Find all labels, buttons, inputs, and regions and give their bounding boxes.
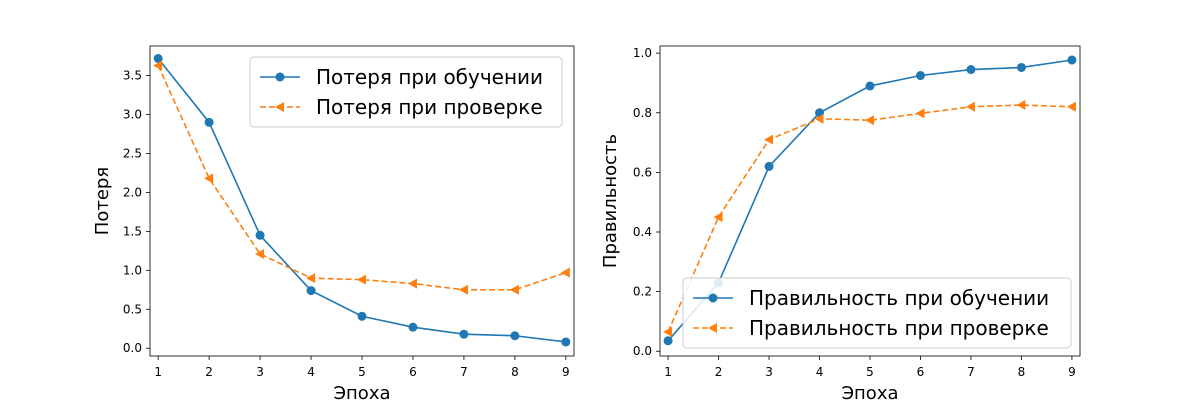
y-tick-label: 3.5: [123, 69, 142, 83]
series-1-point: [915, 108, 925, 119]
legend: Правильность при обучении Правильность пр…: [682, 277, 1072, 349]
series-0-point: [1016, 62, 1026, 72]
x-tick-label: 2: [205, 365, 213, 379]
series-0-point: [204, 117, 214, 127]
series-1-point: [204, 173, 214, 184]
y-tick-label: 0.0: [123, 341, 142, 355]
legend-marker-1: [275, 102, 284, 112]
series-0-point: [966, 65, 976, 75]
legend-label-0: Правильность при обучении: [749, 286, 1049, 310]
legend-label-1: Правильность при проверке: [749, 316, 1049, 340]
legend-marker-0: [708, 293, 718, 303]
x-tick-label: 2: [715, 365, 723, 379]
legend-box: [682, 277, 1072, 349]
series-1-point: [1016, 100, 1026, 111]
x-axis-label: Эпоха: [333, 383, 390, 400]
accuracy-chart: 1 2 3 4 5 6 7 8 9 0.0 0.2 0.4 0.6 0.8 1.0 Эпоха Правильн…: [600, 45, 1081, 400]
legend-marker-0: [275, 72, 285, 82]
y-tick-label: 0.8: [633, 106, 652, 120]
series-1-point: [1066, 101, 1076, 112]
series-0-point: [865, 81, 875, 91]
series-1-point: [663, 326, 673, 337]
x-tick-label: 5: [358, 365, 366, 379]
series-0-point: [255, 230, 265, 240]
series-0-point: [561, 337, 571, 347]
series-1-point: [509, 284, 519, 295]
plot-frame: [659, 45, 1081, 357]
series-1-point: [407, 278, 417, 289]
y-axis-label: Потеря: [92, 167, 113, 235]
y-tick-label: 1.0: [123, 263, 142, 277]
y-tick-label: 0.2: [633, 285, 652, 299]
x-tick-label: 7: [460, 365, 468, 379]
series-0-point: [764, 161, 774, 171]
x-tick-label: 1: [664, 365, 672, 379]
y-axis-label: Правильность: [600, 134, 621, 268]
series-1-point: [965, 101, 975, 112]
x-axis-label: Эпоха: [841, 383, 898, 400]
legend: Потеря при обучении Потеря при проверке: [249, 56, 563, 128]
series-1-point: [357, 274, 366, 285]
series-1-point: [458, 284, 468, 295]
series-0-point: [915, 71, 925, 81]
plot-frame: [149, 45, 575, 357]
x-tick-label: 4: [816, 365, 824, 379]
x-tick-label: 6: [409, 365, 417, 379]
series-1-point: [153, 60, 163, 71]
series-1-point: [713, 212, 723, 223]
x-tick-label: 3: [256, 365, 264, 379]
x-tick-label: 9: [1068, 365, 1076, 379]
series-0-point: [510, 331, 520, 341]
series-1-point: [306, 273, 316, 284]
y-tick-label: 3.0: [123, 108, 142, 122]
series-1-point: [764, 134, 774, 145]
y-tick-label: 2.0: [123, 185, 142, 199]
x-tick-label: 8: [1018, 365, 1026, 379]
series-0-point: [357, 311, 367, 321]
legend-box: [249, 56, 563, 128]
loss-chart: 1 2 3 4 5 6 7 8 9 0.0 0.5 1.0 1.5 2.0 2.5 3.0 3.5 Эпоха По…: [92, 45, 575, 400]
series-0-point: [1067, 55, 1077, 65]
series-0-point: [153, 53, 163, 63]
x-tick-label: 5: [866, 365, 874, 379]
x-tick-label: 3: [765, 365, 773, 379]
y-tick-label: 1.0: [633, 46, 652, 60]
legend-marker-1: [708, 323, 717, 333]
series-0-point: [306, 286, 316, 296]
series-line-1: [157, 65, 567, 291]
y-tick-label: 1.5: [123, 224, 142, 238]
x-tick-label: 4: [307, 365, 315, 379]
series-1-point: [255, 248, 265, 259]
x-tick-label: 6: [917, 365, 925, 379]
series-1-point: [560, 267, 570, 278]
series-0-point: [408, 322, 418, 332]
series-1-point: [814, 113, 824, 124]
x-tick-label: 1: [154, 365, 162, 379]
x-tick-label: 7: [967, 365, 975, 379]
y-tick-label: 0.4: [633, 225, 652, 239]
legend-label-1: Потеря при проверке: [316, 95, 543, 119]
y-tick-label: 0.6: [633, 165, 652, 179]
y-tick-label: 0.5: [123, 302, 142, 316]
y-tick-label: 0.0: [633, 344, 652, 358]
series-0-point: [459, 329, 469, 339]
y-tick-label: 2.5: [123, 146, 142, 160]
series-1-point: [865, 115, 874, 126]
x-tick-label: 8: [511, 365, 519, 379]
x-tick-label: 9: [562, 365, 570, 379]
series-line-1: [667, 104, 1072, 333]
legend-label-0: Потеря при обучении: [316, 65, 543, 89]
series-0-point: [663, 336, 673, 346]
